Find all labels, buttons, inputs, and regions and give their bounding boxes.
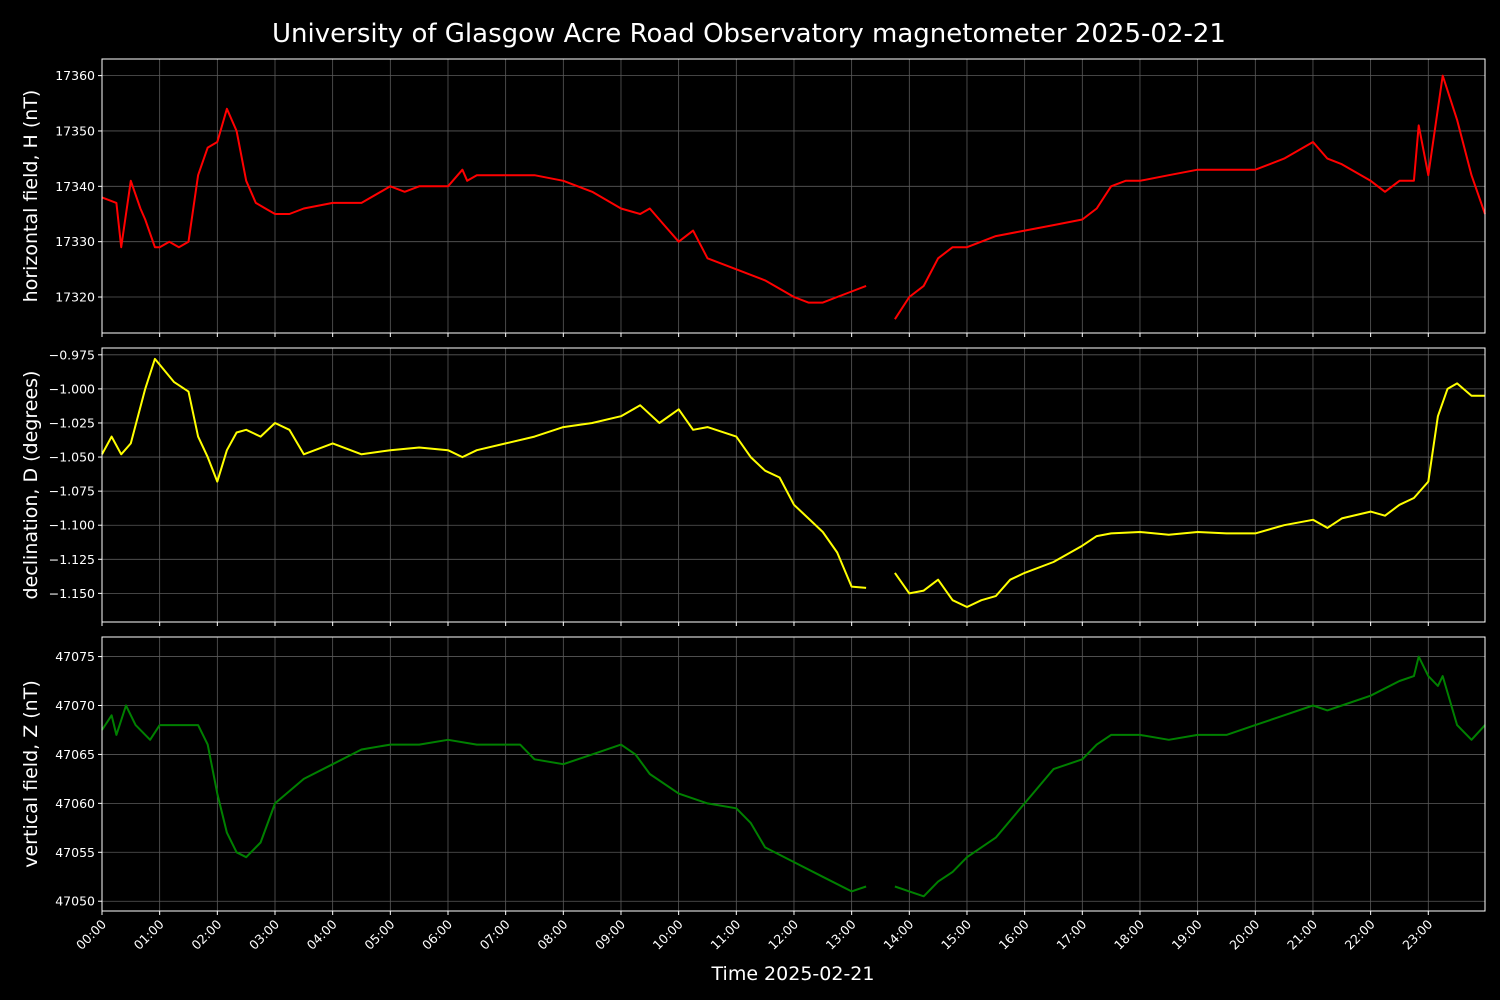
y-tick-label: 47060 [55,796,95,811]
data-series-line [101,107,867,304]
data-series-line [101,357,867,589]
panel-frame [101,636,1486,912]
y-tick-label: 17350 [55,123,95,138]
panel-frame [101,347,1486,623]
y-tick-label: −1.025 [49,415,95,430]
y-tick-label: −1.075 [49,484,95,499]
y-tick-label: 17330 [55,234,95,249]
y-axis-label: vertical field, Z (nT) [20,680,42,868]
y-tick-label: 17360 [55,68,95,83]
panel-frame [101,58,1486,334]
y-tick-label: 47050 [55,894,95,909]
data-series-line [894,655,1486,898]
y-tick-label: −1.125 [49,552,95,567]
chart-title: University of Glasgow Acre Road Observat… [272,19,1226,49]
data-series-line [894,382,1485,608]
y-tick-label: −0.975 [49,347,95,362]
y-tick-label: 17320 [55,290,95,305]
y-tick-label: 47055 [55,845,95,860]
y-tick-label: −1.050 [49,450,95,465]
x-axis-label: Time 2025-02-21 [711,963,875,985]
y-tick-label: −1.100 [49,518,95,533]
data-series-line [101,704,867,893]
y-tick-label: 47065 [55,747,95,762]
y-axis-label: declination, D (degrees) [20,371,42,600]
y-tick-label: −1.150 [49,586,95,601]
y-tick-label: −1.000 [49,381,95,396]
y-tick-label: 17340 [55,179,95,194]
data-series-line [894,74,1486,320]
y-tick-label: 47075 [55,649,95,664]
y-tick-label: 47070 [55,698,95,713]
y-axis-label: horizontal field, H (nT) [20,90,42,303]
